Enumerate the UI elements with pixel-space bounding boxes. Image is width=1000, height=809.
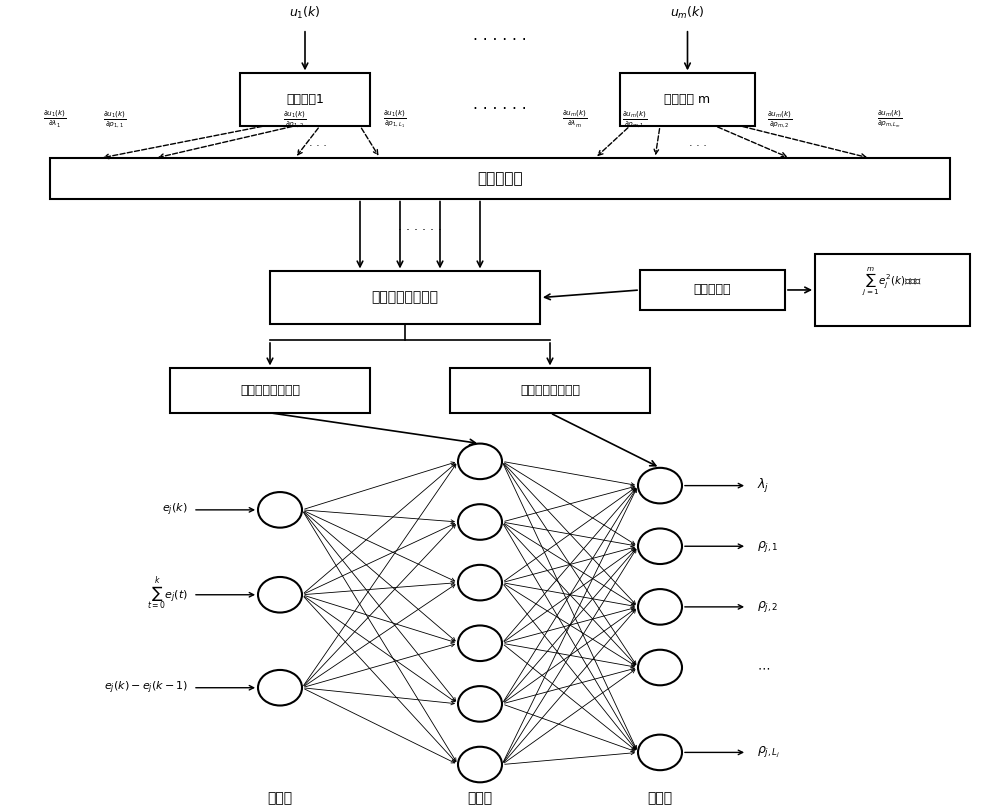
Text: 隐含层: 隐含层	[467, 791, 493, 805]
Text: 梯度下降法: 梯度下降法	[694, 283, 731, 296]
Text: 更新输出层权系数: 更新输出层权系数	[520, 384, 580, 397]
Text: · · · · · ·: · · · · · ·	[473, 102, 527, 117]
FancyBboxPatch shape	[640, 269, 785, 310]
Circle shape	[458, 443, 502, 479]
FancyBboxPatch shape	[450, 368, 650, 413]
Circle shape	[258, 577, 302, 612]
Text: 输入层: 输入层	[267, 791, 293, 805]
Text: 系统误差反向传播: 系统误差反向传播	[372, 290, 438, 305]
Text: $\rho_{j,1}$: $\rho_{j,1}$	[757, 539, 779, 553]
Text: $\sum_{t=0}^{k}e_j(t)$: $\sum_{t=0}^{k}e_j(t)$	[147, 576, 188, 613]
Text: $u_m(k)$: $u_m(k)$	[670, 5, 705, 21]
Text: · · · · · ·: · · · · · ·	[473, 33, 527, 49]
Circle shape	[638, 735, 682, 770]
Text: $\rho_{j,2}$: $\rho_{j,2}$	[757, 599, 778, 614]
Circle shape	[458, 504, 502, 540]
Circle shape	[258, 492, 302, 527]
Circle shape	[638, 528, 682, 564]
Circle shape	[458, 686, 502, 722]
FancyBboxPatch shape	[270, 271, 540, 324]
Text: $\frac{\partial u_m(k)}{\partial \rho_{m,1}}$: $\frac{\partial u_m(k)}{\partial \rho_{m…	[622, 109, 648, 130]
Text: $\frac{\partial u_m(k)}{\partial \lambda_m}$: $\frac{\partial u_m(k)}{\partial \lambda…	[562, 108, 588, 130]
Text: $u_1(k)$: $u_1(k)$	[289, 5, 321, 21]
Text: $\frac{\partial u_1(k)}{\partial \rho_{1,L_1}}$: $\frac{\partial u_1(k)}{\partial \rho_{1…	[383, 108, 407, 130]
Circle shape	[458, 625, 502, 661]
Circle shape	[638, 468, 682, 503]
Text: · · ·: · · ·	[689, 141, 706, 151]
Text: $\frac{\partial u_1(k)}{\partial \rho_{1,2}}$: $\frac{\partial u_1(k)}{\partial \rho_{1…	[283, 109, 307, 130]
Circle shape	[458, 565, 502, 600]
Text: 梯度信息集: 梯度信息集	[477, 171, 523, 186]
Text: $\sum_{j=1}^{m}e_j^2(k)$最小化: $\sum_{j=1}^{m}e_j^2(k)$最小化	[862, 265, 923, 298]
FancyBboxPatch shape	[620, 74, 755, 126]
Text: $\frac{\partial u_m(k)}{\partial \rho_{m,2}}$: $\frac{\partial u_m(k)}{\partial \rho_{m…	[767, 109, 793, 130]
Text: $\frac{\partial u_1(k)}{\partial \lambda_1}$: $\frac{\partial u_1(k)}{\partial \lambda…	[43, 108, 67, 130]
Text: · · · · · ·: · · · · · ·	[398, 224, 442, 238]
Text: $\rho_{j,L_j}$: $\rho_{j,L_j}$	[757, 745, 780, 760]
Circle shape	[638, 650, 682, 685]
Text: · · ·: · · ·	[309, 141, 326, 151]
Text: $\frac{\partial u_1(k)}{\partial \rho_{1,1}}$: $\frac{\partial u_1(k)}{\partial \rho_{1…	[103, 109, 127, 130]
Text: $e_j(k)$: $e_j(k)$	[162, 502, 188, 518]
FancyBboxPatch shape	[240, 74, 370, 126]
FancyBboxPatch shape	[815, 253, 970, 326]
Circle shape	[638, 589, 682, 625]
Text: $\cdots$: $\cdots$	[757, 661, 770, 674]
FancyBboxPatch shape	[50, 159, 950, 198]
Text: $e_j(k)-e_j(k-1)$: $e_j(k)-e_j(k-1)$	[104, 680, 188, 696]
Text: $\lambda_j$: $\lambda_j$	[757, 477, 769, 494]
Text: 梯度信息 m: 梯度信息 m	[664, 93, 711, 106]
Text: 更新隐含层权系数: 更新隐含层权系数	[240, 384, 300, 397]
Text: 输出层: 输出层	[647, 791, 673, 805]
FancyBboxPatch shape	[170, 368, 370, 413]
Circle shape	[458, 747, 502, 782]
Text: 梯度信息1: 梯度信息1	[286, 93, 324, 106]
Circle shape	[258, 670, 302, 705]
Text: $\frac{\partial u_m(k)}{\partial \rho_{m,L_m}}$: $\frac{\partial u_m(k)}{\partial \rho_{m…	[877, 108, 903, 130]
